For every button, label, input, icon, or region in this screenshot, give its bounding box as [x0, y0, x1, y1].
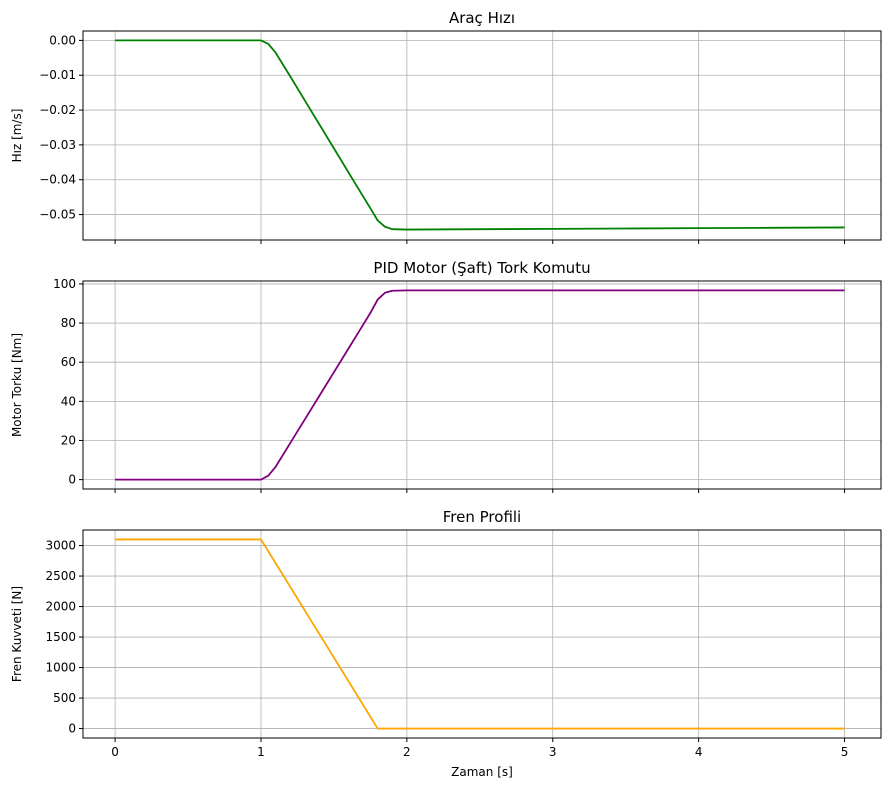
- y-tick-label: −0.01: [39, 68, 76, 82]
- x-tick-label: 1: [257, 745, 265, 759]
- y-tick-label: 2500: [45, 569, 76, 583]
- y-axis-label: Motor Torku [Nm]: [10, 333, 24, 437]
- y-tick-label: 0: [68, 473, 76, 487]
- y-tick-label: 0: [68, 722, 76, 736]
- series-line: [115, 289, 845, 481]
- y-axis-label: Fren Kuvveti [N]: [10, 586, 24, 682]
- subplot-3: 0 1 2 3 4 5 0 500 1000 1500 2000 2500 3000 Fren Profi…: [10, 508, 882, 779]
- x-tick-label: 0: [111, 745, 119, 759]
- y-tick-label: 40: [61, 394, 76, 408]
- y-tick-label: 60: [61, 355, 76, 369]
- series-line: [115, 39, 845, 231]
- y-tick-label: 1000: [45, 661, 76, 675]
- series-line: [115, 538, 845, 730]
- y-tick-label: −0.05: [39, 208, 76, 222]
- y-axis-label: Hız [m/s]: [10, 109, 24, 163]
- plot-frame: [82, 529, 882, 739]
- x-tick-label: 5: [841, 745, 849, 759]
- plot-frame: [82, 280, 882, 490]
- x-tick-label: 4: [695, 745, 703, 759]
- x-axis-label: Zaman [s]: [451, 765, 513, 779]
- y-tick-label: −0.02: [39, 103, 76, 117]
- y-tick-label: 2000: [45, 600, 76, 614]
- x-tick-label: 3: [549, 745, 557, 759]
- subplot-1: 0.00 −0.01 −0.02 −0.03 −0.04 −0.05 Araç Hızı Hı…: [10, 9, 882, 244]
- y-tick-label: 80: [61, 316, 76, 330]
- y-tick-label: −0.04: [39, 173, 76, 187]
- y-tick-label: 500: [53, 691, 76, 705]
- y-tick-label: 100: [53, 277, 76, 291]
- y-tick-label: −0.03: [39, 138, 76, 152]
- plot-frame: [82, 30, 882, 241]
- subplot-2: 0 20 40 60 80 100 PID Motor (Şaft) Tork Komutu…: [10, 259, 882, 493]
- y-tick-label: 0.00: [49, 33, 76, 47]
- y-tick-label: 20: [61, 433, 76, 447]
- chart-title: Fren Profili: [443, 508, 521, 526]
- chart-title: Araç Hızı: [449, 9, 515, 27]
- x-tick-label: 2: [403, 745, 411, 759]
- y-tick-label: 1500: [45, 630, 76, 644]
- chart-title: PID Motor (Şaft) Tork Komutu: [373, 259, 590, 277]
- y-tick-label: 3000: [45, 539, 76, 553]
